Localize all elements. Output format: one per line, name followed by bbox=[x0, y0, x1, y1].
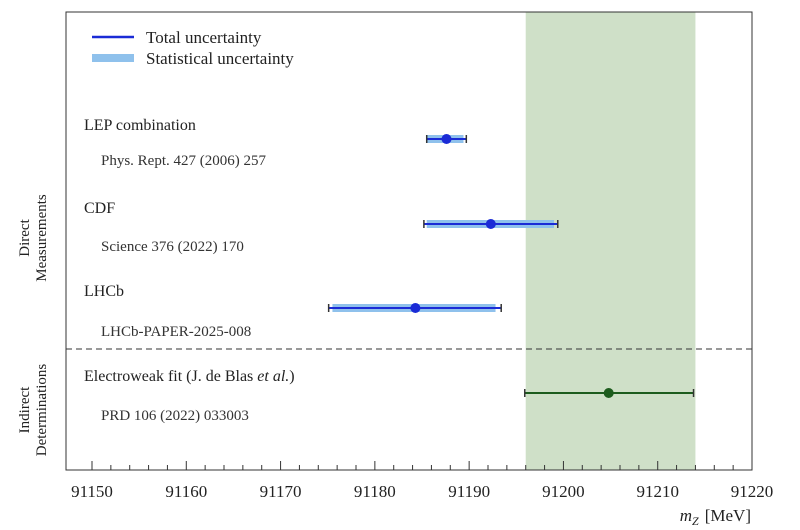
x-axis: 91150 91160 91170 91180 91190 91200 91210 91220 bbox=[71, 461, 773, 501]
data-marks bbox=[327, 134, 695, 398]
ewfit-marker bbox=[524, 388, 695, 398]
cdf-point bbox=[485, 219, 496, 229]
lep-label: LEP combination bbox=[84, 117, 196, 134]
direct-group-label: Direct Measurements bbox=[17, 194, 50, 282]
ewfit-label: Electroweak fit (J. de Blas et al.) bbox=[84, 368, 295, 385]
cdf-ref: Science 376 (2022) 170 bbox=[101, 239, 244, 255]
x-tick-label: 91220 bbox=[731, 482, 774, 501]
x-tick-label: 91200 bbox=[542, 482, 585, 501]
lhcb-ref: LHCb-PAPER-2025-008 bbox=[101, 324, 251, 340]
lhcb-label: LHCb bbox=[84, 283, 124, 300]
ewfit-label-italic: et al. bbox=[257, 368, 289, 385]
x-axis-subscript: Z bbox=[692, 514, 699, 528]
ewfit-ref: PRD 106 (2022) 033003 bbox=[101, 408, 249, 424]
direct-line2: Measurements bbox=[34, 194, 50, 282]
indirect-group-label: Indirect Determinations bbox=[17, 364, 50, 457]
x-tick-label: 91190 bbox=[448, 482, 490, 501]
ewfit-label-suffix: ) bbox=[289, 368, 294, 385]
x-tick-label: 91170 bbox=[260, 482, 302, 501]
ewfit-point bbox=[603, 388, 614, 398]
ewfit-label-prefix: Electroweak fit (J. de Blas bbox=[84, 368, 257, 385]
lep-marker bbox=[425, 134, 468, 144]
legend-stat-label: Statistical uncertainty bbox=[146, 49, 294, 68]
cdf-marker bbox=[423, 219, 559, 229]
x-tick-label: 91210 bbox=[636, 482, 679, 501]
legend-stat-swatch bbox=[92, 54, 134, 62]
cdf-label: CDF bbox=[84, 200, 115, 217]
legend: Total uncertainty Statistical uncertaint… bbox=[92, 28, 294, 68]
sm-fit-band bbox=[525, 12, 696, 470]
indirect-line2: Determinations bbox=[34, 364, 50, 457]
indirect-line1: Indirect bbox=[17, 386, 33, 433]
lhcb-marker bbox=[327, 303, 502, 313]
x-axis-label: mZ [MeV] bbox=[680, 506, 751, 528]
x-tick-label: 91150 bbox=[71, 482, 113, 501]
x-tick-label: 91180 bbox=[354, 482, 396, 501]
lep-point bbox=[441, 134, 452, 144]
lhcb-point bbox=[410, 303, 421, 313]
legend-total-label: Total uncertainty bbox=[146, 28, 262, 47]
lep-ref: Phys. Rept. 427 (2006) 257 bbox=[101, 153, 267, 169]
direct-line1: Direct bbox=[17, 218, 33, 256]
x-tick-label: 91160 bbox=[165, 482, 207, 501]
x-axis-symbol: m bbox=[680, 506, 692, 525]
x-axis-unit: [MeV] bbox=[705, 506, 751, 525]
plot-frame bbox=[65, 11, 753, 471]
